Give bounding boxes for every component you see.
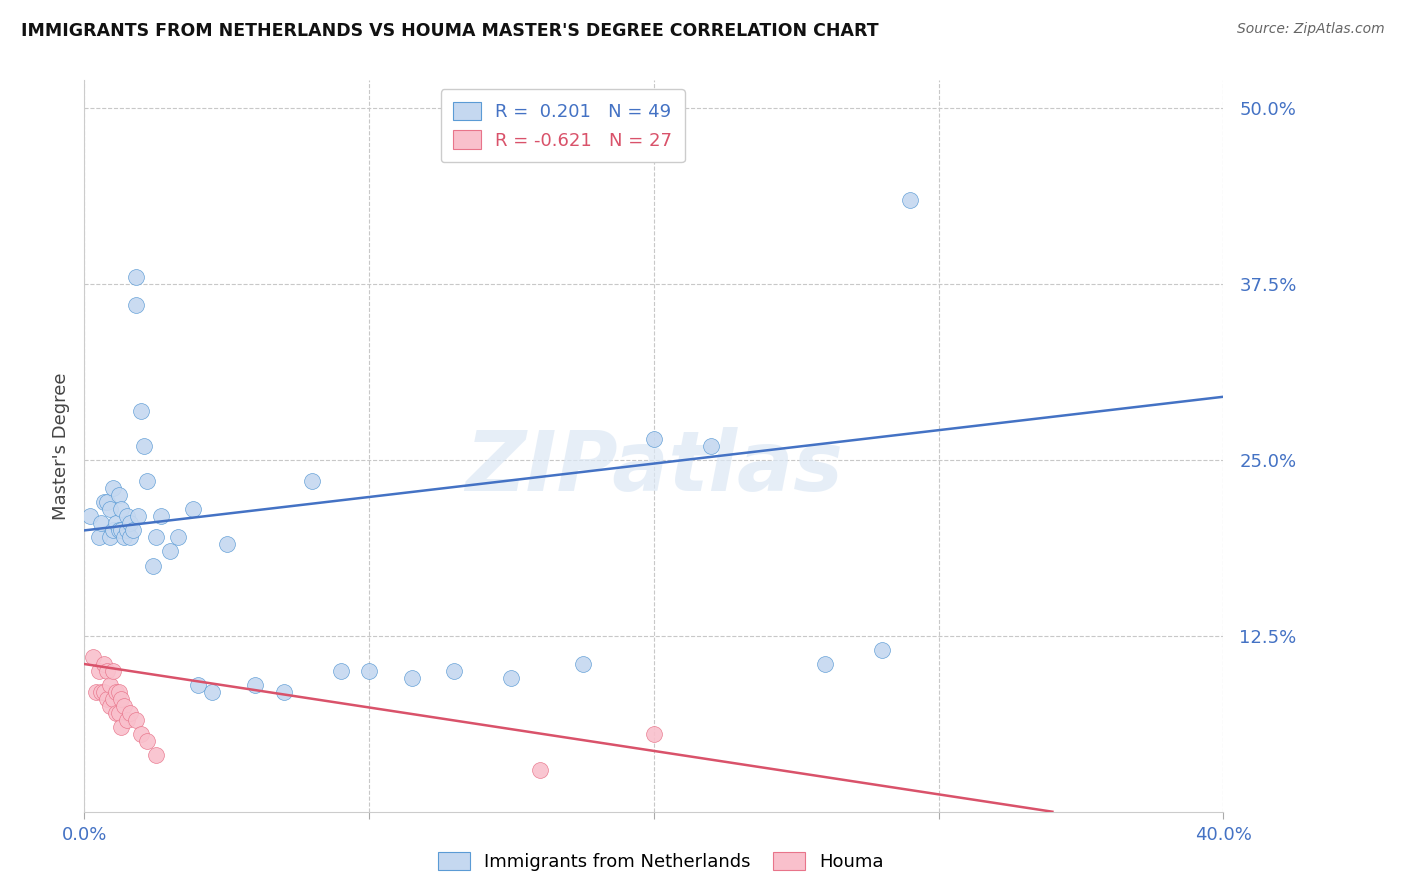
Point (245, 678, 267, 692)
Point (142, 558, 165, 573)
Point (501, 671, 523, 685)
Point (301, 474, 323, 488)
Point (898, 193, 921, 207)
Point (134, 439, 156, 453)
Point (571, 657, 593, 671)
Point (101, 481, 124, 495)
Point (107, 524, 129, 538)
Point (124, 714, 146, 728)
Point (93, 657, 115, 671)
Point (112, 530, 135, 544)
Point (98, 530, 121, 544)
Text: ZIPatlas: ZIPatlas (465, 427, 842, 508)
Point (104, 516, 127, 531)
Point (98, 678, 121, 692)
Point (112, 699, 135, 714)
Point (145, 530, 167, 544)
Point (101, 692, 124, 706)
Point (87, 664, 110, 678)
Point (118, 516, 141, 531)
Point (110, 524, 132, 538)
Point (124, 298, 146, 312)
Text: IMMIGRANTS FROM NETHERLANDS VS HOUMA MASTER'S DEGREE CORRELATION CHART: IMMIGRANTS FROM NETHERLANDS VS HOUMA MAS… (21, 22, 879, 40)
Point (181, 502, 204, 516)
Point (118, 530, 141, 544)
Point (87, 530, 110, 544)
Point (814, 657, 837, 671)
Point (131, 727, 153, 741)
Point (84, 685, 107, 699)
Point (643, 432, 665, 446)
Point (115, 524, 138, 538)
Point (104, 685, 127, 699)
Legend: Immigrants from Netherlands, Houma: Immigrants from Netherlands, Houma (430, 845, 891, 879)
Point (98, 502, 121, 516)
Point (90, 685, 112, 699)
Point (107, 706, 129, 721)
Point (529, 763, 551, 777)
Point (273, 685, 295, 699)
Point (359, 664, 381, 678)
Point (115, 509, 138, 524)
Point (131, 404, 153, 418)
Point (401, 671, 423, 685)
Point (121, 524, 143, 538)
Point (101, 664, 124, 678)
Point (127, 509, 149, 524)
Point (96, 495, 118, 509)
Point (118, 706, 141, 721)
Point (136, 474, 159, 488)
Point (136, 734, 159, 748)
Point (110, 692, 132, 706)
Point (93, 495, 115, 509)
Point (104, 706, 127, 721)
Text: Source: ZipAtlas.com: Source: ZipAtlas.com (1237, 22, 1385, 37)
Point (145, 748, 167, 763)
Point (215, 537, 238, 551)
Point (101, 524, 124, 538)
Point (700, 439, 723, 453)
Point (110, 720, 132, 734)
Point (96, 692, 118, 706)
Point (107, 685, 129, 699)
Point (201, 685, 224, 699)
Point (98, 699, 121, 714)
Point (115, 714, 138, 728)
Point (159, 544, 181, 558)
Point (79, 509, 101, 524)
Point (124, 270, 146, 285)
Point (96, 664, 118, 678)
Y-axis label: Master's Degree: Master's Degree (52, 372, 70, 520)
Point (110, 502, 132, 516)
Point (107, 488, 129, 502)
Point (150, 509, 173, 524)
Legend: R =  0.201   N = 49, R = -0.621   N = 27: R = 0.201 N = 49, R = -0.621 N = 27 (440, 89, 685, 162)
Point (643, 727, 665, 741)
Point (167, 530, 190, 544)
Point (82, 650, 104, 665)
Point (93, 685, 115, 699)
Point (329, 664, 352, 678)
Point (90, 516, 112, 531)
Point (443, 664, 465, 678)
Point (187, 678, 209, 692)
Point (870, 643, 893, 657)
